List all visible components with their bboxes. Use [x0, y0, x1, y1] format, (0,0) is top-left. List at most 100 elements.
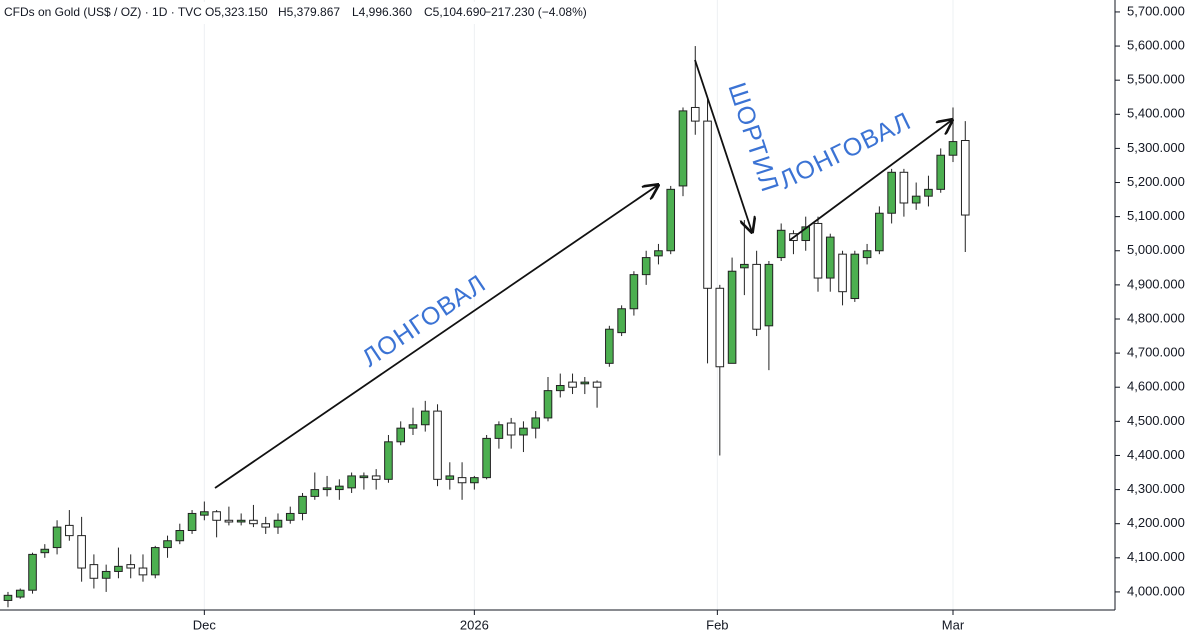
candle-body — [605, 328, 614, 364]
candle-body — [875, 212, 884, 252]
y-tick-label: 4,700.000 — [1127, 345, 1185, 360]
annotation: ШОРТИЛ — [722, 79, 784, 196]
y-tick-label: 4,600.000 — [1127, 379, 1185, 394]
header: CFDs on Gold (US$ / OZ) · 1D · TVC O5,32… — [0, 2, 600, 24]
y-tick-label: 4,000.000 — [1127, 583, 1185, 598]
x-tick-label: 2026 — [460, 617, 489, 632]
candle-body — [457, 477, 467, 484]
candle-body — [629, 274, 639, 310]
arrow — [214, 185, 658, 489]
candle-body — [175, 530, 185, 542]
candle-body — [359, 475, 369, 479]
y-tick-label: 5,000.000 — [1127, 242, 1185, 257]
y-tick-label: 5,400.000 — [1127, 106, 1185, 121]
y-tick-label: 4,100.000 — [1127, 549, 1185, 564]
ohlc-value: O5,323.150 — [205, 5, 268, 19]
candle-body — [862, 250, 872, 259]
candle-body — [887, 171, 896, 214]
candle-body — [740, 263, 749, 269]
header-background — [0, 2, 600, 24]
candle-body — [3, 594, 13, 601]
candle-body — [690, 106, 700, 122]
candle-body — [200, 511, 209, 516]
candle-body — [776, 229, 786, 259]
candle-body — [126, 564, 136, 569]
candle-body — [420, 410, 430, 426]
candle-body — [224, 519, 234, 523]
candle-body — [52, 526, 62, 549]
y-tick-label: 4,300.000 — [1127, 481, 1185, 496]
candle-body — [371, 475, 381, 480]
candle-body — [543, 390, 553, 419]
candle-body — [408, 424, 418, 429]
candle-body — [482, 437, 491, 479]
candle-body — [838, 253, 847, 293]
candle-body — [138, 567, 148, 576]
candle-body — [948, 141, 958, 156]
candle-body — [531, 417, 541, 429]
x-tick-label: Mar — [942, 617, 965, 632]
candle-body — [89, 564, 99, 579]
candle-body — [519, 427, 528, 436]
candle-body — [936, 154, 946, 190]
candle-body — [114, 565, 123, 572]
candle-body — [212, 511, 221, 521]
candle-body — [261, 523, 271, 528]
candle-body — [396, 427, 406, 443]
candle-body — [506, 422, 516, 436]
change: −217.230 (−4.08%) — [484, 5, 587, 19]
candle-body — [150, 547, 160, 576]
candle-body — [28, 553, 37, 591]
x-tick-label: Feb — [706, 617, 728, 632]
candle-body — [752, 263, 761, 330]
y-tick-label: 4,400.000 — [1127, 447, 1185, 462]
candle-body — [555, 385, 565, 392]
y-tick-label: 5,500.000 — [1127, 72, 1185, 87]
candle-body — [298, 495, 307, 514]
candle-body — [249, 519, 258, 525]
candle-body — [470, 477, 479, 484]
y-tick-label: 5,200.000 — [1127, 174, 1185, 189]
candle-body — [666, 188, 676, 252]
candle-body — [813, 222, 823, 279]
candle-body — [825, 236, 835, 279]
y-tick-label: 4,900.000 — [1127, 276, 1185, 291]
candle-body — [703, 120, 712, 289]
candle-body — [592, 381, 602, 388]
annotation: ЛОНГОВАЛ — [357, 269, 491, 372]
y-tick-label: 4,500.000 — [1127, 413, 1185, 428]
candle-body — [335, 485, 344, 491]
candle-body — [568, 381, 577, 388]
x-tick-label: Dec — [193, 617, 217, 632]
candle-body — [911, 195, 921, 204]
candle-body — [580, 381, 590, 385]
candle-body — [40, 548, 50, 554]
candle-body — [494, 424, 504, 439]
candle-body — [384, 441, 393, 480]
y-tick-label: 4,200.000 — [1127, 515, 1185, 530]
candle-body — [764, 263, 774, 327]
arrow — [694, 59, 752, 232]
candle-body — [65, 524, 74, 537]
candle-body — [15, 589, 25, 598]
candle-body — [322, 487, 332, 491]
symbol: CFDs on Gold (US$ / OZ) · 1D · TVC — [4, 5, 202, 19]
candle-body — [801, 226, 811, 242]
candle-body — [347, 475, 356, 489]
candle-body — [273, 519, 283, 528]
candle-body — [654, 250, 663, 257]
candle-body — [310, 489, 320, 497]
candle-body — [850, 253, 860, 300]
axis-labels: 4,000.000 4,100.000 4,200.000 4,300.000 4,40… — [193, 3, 1185, 632]
y-tick-label: 5,300.000 — [1127, 140, 1185, 155]
y-tick-label: 4,800.000 — [1127, 310, 1185, 325]
candle-body — [445, 475, 455, 480]
candles — [3, 46, 970, 608]
candle-body — [899, 171, 909, 204]
arrow — [789, 120, 952, 241]
y-tick-label: 5,100.000 — [1127, 208, 1185, 223]
candle-body — [101, 570, 111, 579]
candle-body — [77, 535, 86, 569]
candle-body — [924, 188, 933, 197]
y-tick-label: 5,700.000 — [1127, 3, 1185, 18]
